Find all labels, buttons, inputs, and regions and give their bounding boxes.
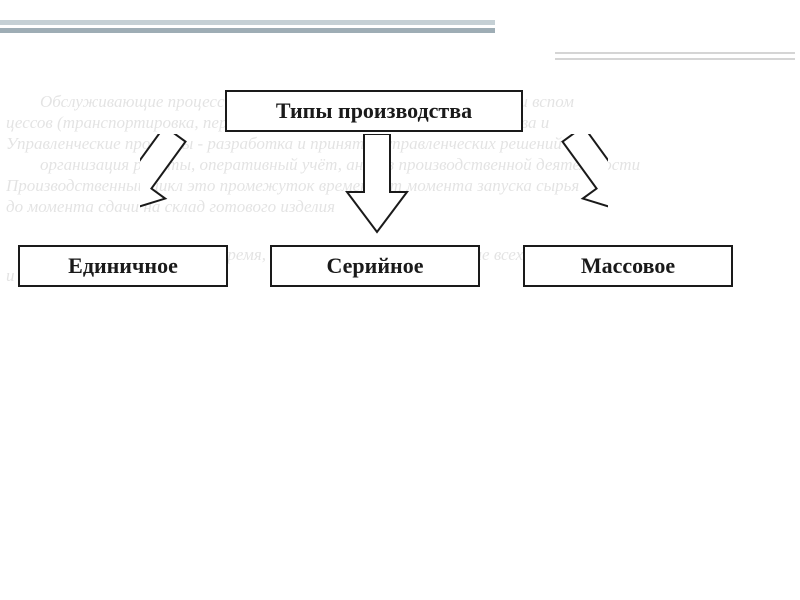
root-node: Типы производства: [225, 90, 523, 132]
production-types-diagram: Типы производства Единичное Серийное Мас…: [10, 90, 790, 320]
header-rule-1: [555, 52, 795, 54]
child-node-1-label: Единичное: [68, 253, 178, 279]
child-node-2: Серийное: [270, 245, 480, 287]
arrow-center: [342, 134, 412, 244]
child-node-3: Массовое: [523, 245, 733, 287]
child-node-1: Единичное: [18, 245, 228, 287]
child-node-3-label: Массовое: [581, 253, 675, 279]
arrow-right: [538, 134, 608, 244]
header-bar-2: [0, 28, 495, 33]
child-node-2-label: Серийное: [327, 253, 424, 279]
arrow-left: [140, 134, 210, 244]
header-bar-1: [0, 20, 495, 25]
header-bars: [0, 20, 495, 36]
header-rule-2: [555, 58, 795, 60]
root-node-label: Типы производства: [276, 98, 472, 124]
